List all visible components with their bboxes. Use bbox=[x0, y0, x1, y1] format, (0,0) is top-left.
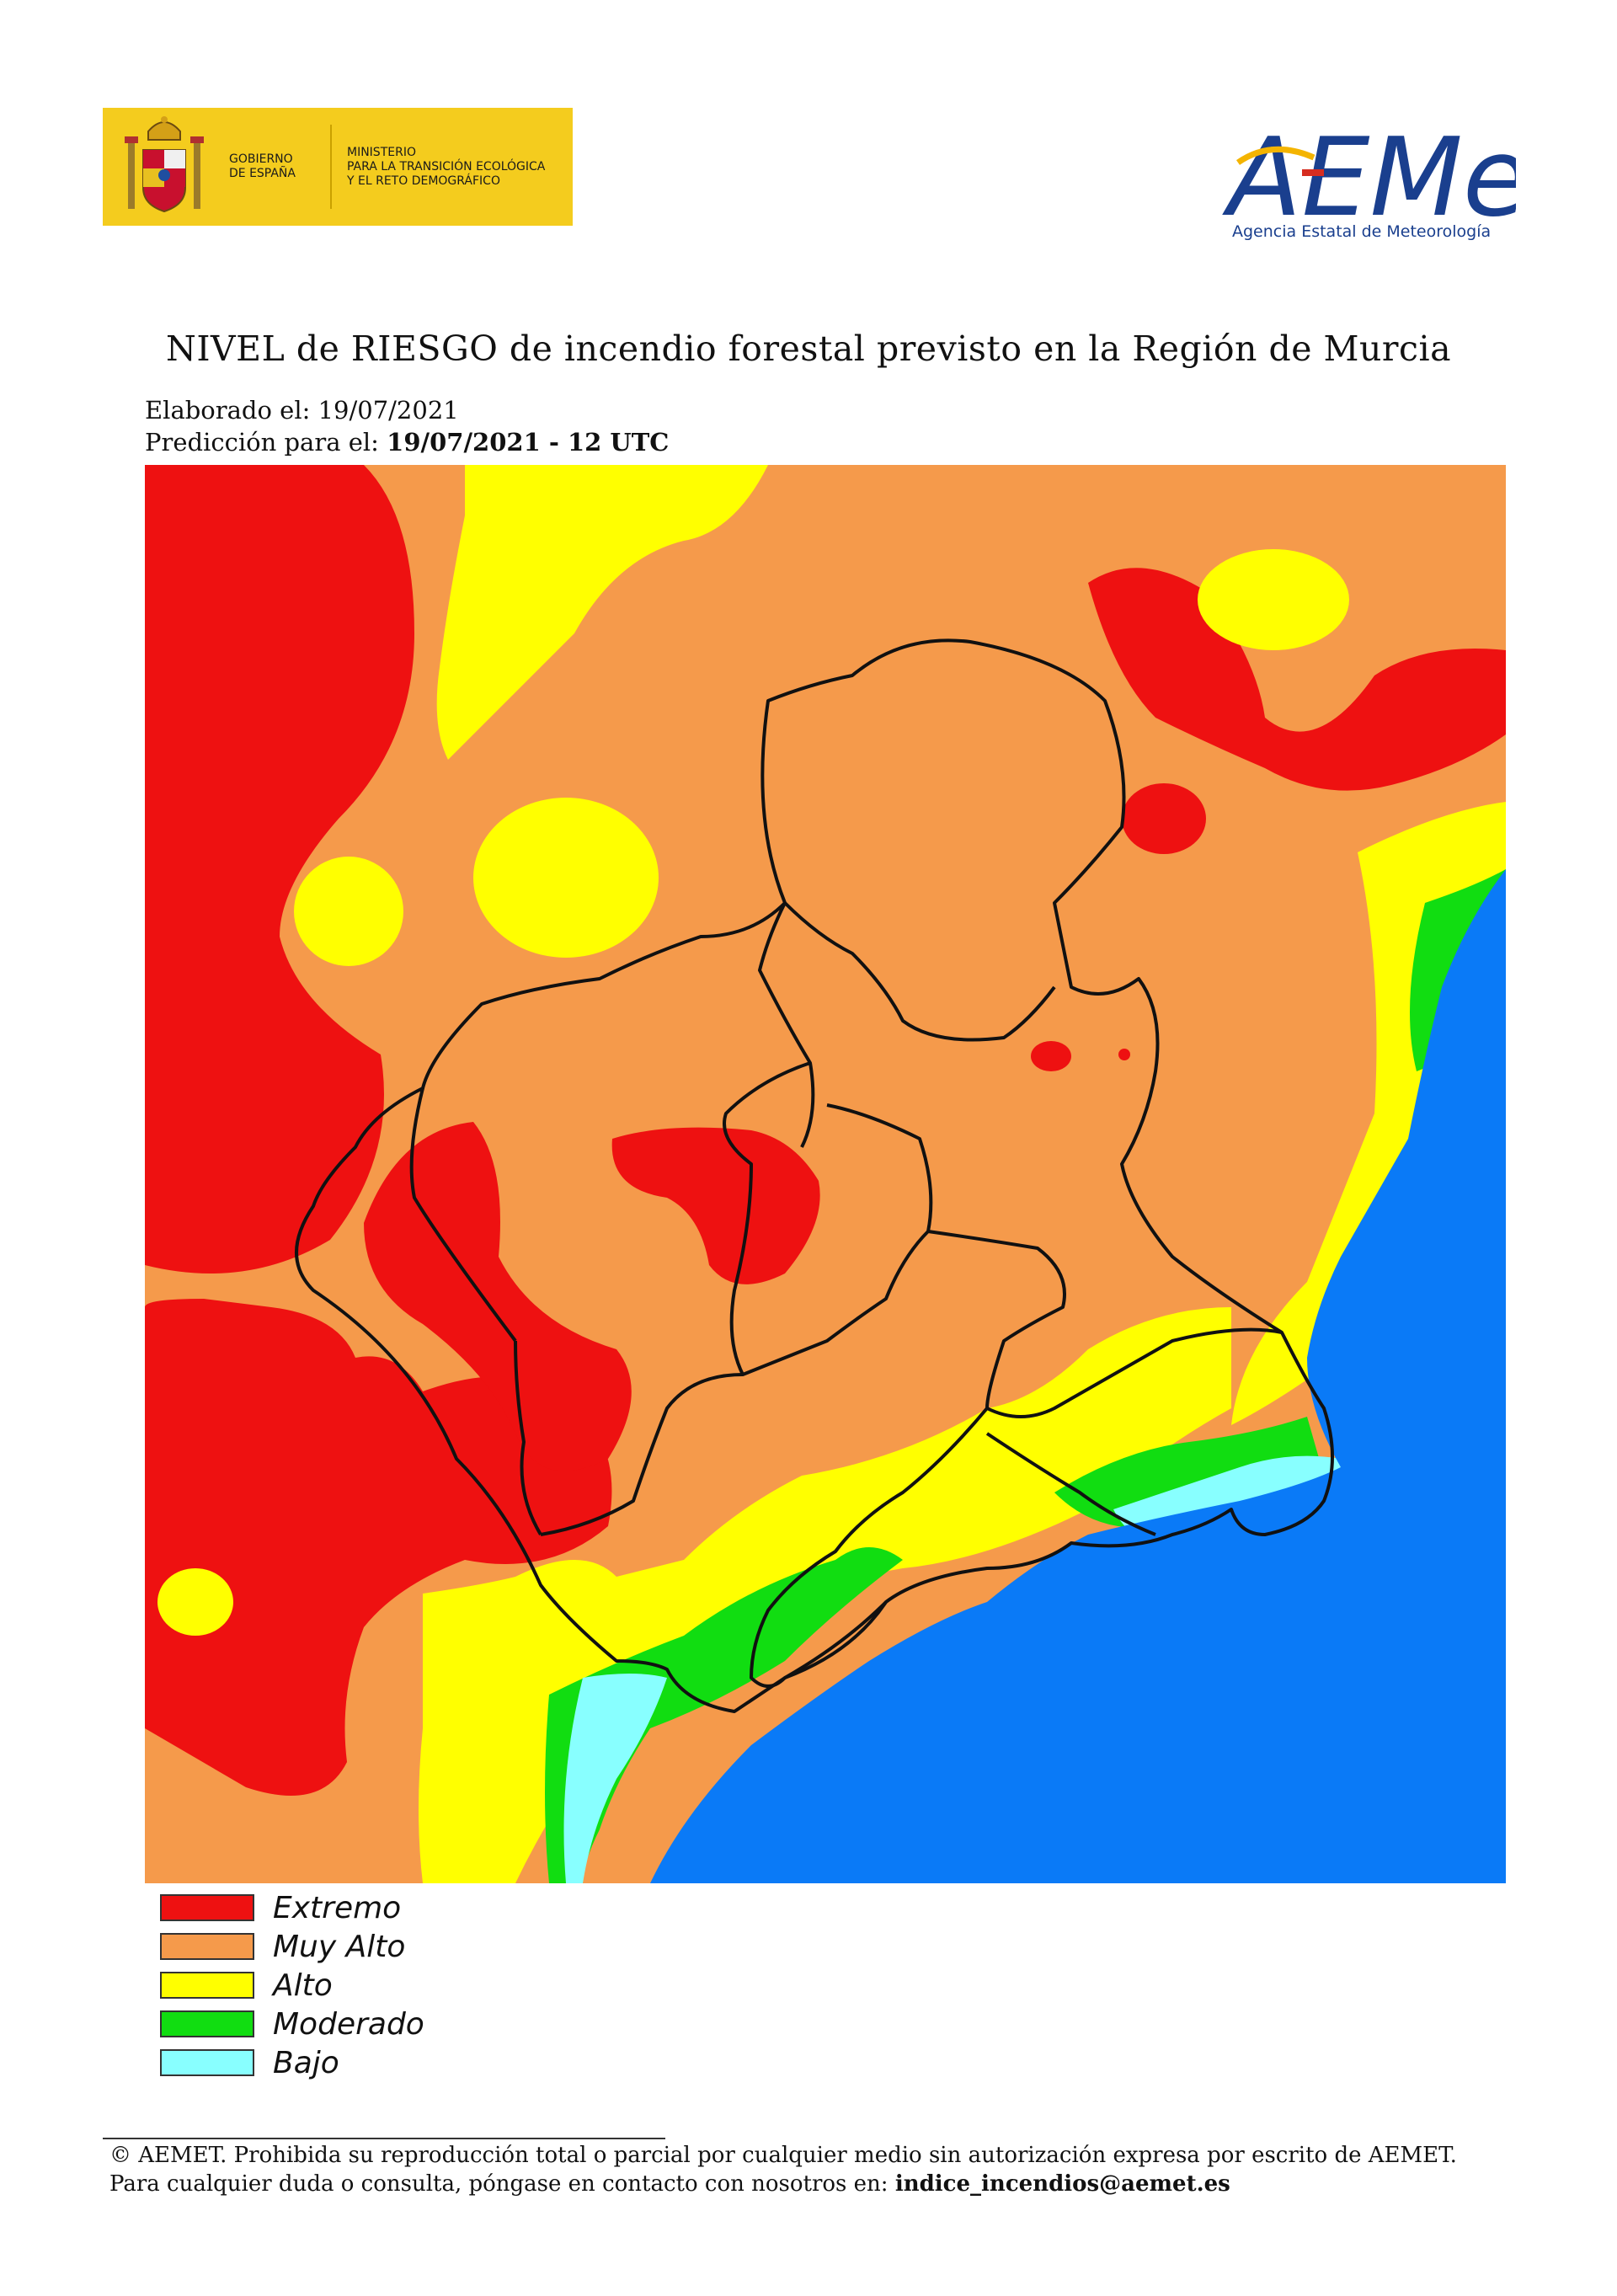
legend-swatch bbox=[160, 2010, 254, 2037]
legend: Extremo Muy Alto Alto Moderado Bajo bbox=[160, 1888, 424, 2082]
risk-moderado-south bbox=[545, 1547, 903, 1883]
risk-extremo-east-dot bbox=[1031, 1041, 1071, 1071]
risk-extremo-northeast bbox=[1088, 568, 1506, 791]
legend-swatch bbox=[160, 1972, 254, 1999]
risk-alto-north-center bbox=[473, 798, 659, 958]
comarca-boundary-center-north bbox=[758, 902, 815, 1148]
prediction-line: Predicción para el: 19/07/2021 - 12 UTC bbox=[145, 428, 669, 457]
legend-item: Bajo bbox=[160, 2043, 424, 2082]
comarca-boundary-north bbox=[783, 901, 1056, 1042]
coat-of-arms-icon bbox=[125, 116, 204, 213]
risk-alto-northeast bbox=[1198, 549, 1349, 650]
elaborated-line: Elaborado el: 19/07/2021 bbox=[145, 396, 459, 424]
risk-alto-southwest-spot bbox=[157, 1568, 233, 1636]
legend-label: Muy Alto bbox=[273, 1929, 406, 1964]
risk-extremo-southwest bbox=[145, 1299, 612, 1796]
comarca-boundary-center-east bbox=[927, 1230, 1283, 1418]
risk-extremo-central bbox=[611, 1127, 820, 1284]
contact-line: Para cualquier duda o consulta, póngase … bbox=[109, 2171, 1230, 2197]
legend-item: Alto bbox=[160, 1966, 424, 2005]
aemet-logo: AEMet bbox=[1222, 115, 1516, 241]
agency-name: Agencia Estatal de Meteorología bbox=[1232, 222, 1492, 241]
risk-extremo-east-dot-small bbox=[1118, 1049, 1130, 1060]
region-outer-boundary bbox=[295, 638, 1334, 1713]
prediction-date: 19/07/2021 - 12 UTC bbox=[387, 428, 670, 457]
sea bbox=[650, 869, 1506, 1883]
legend-item: Muy Alto bbox=[160, 1927, 424, 1966]
legend-label: Moderado bbox=[273, 2006, 424, 2042]
government-of-spain-logo: GOBIERNO DE ESPAÑA MINISTERIO PARA LA TR… bbox=[103, 108, 573, 226]
ministry-text: MINISTERIO PARA LA TRANSICIÓN ECOLÓGICA … bbox=[347, 145, 546, 188]
legend-swatch bbox=[160, 1894, 254, 1921]
comarca-boundary-southwest bbox=[514, 1340, 542, 1536]
fire-risk-map bbox=[145, 465, 1506, 1883]
risk-alto-south bbox=[419, 1307, 1231, 1883]
elaborated-date: 19/07/2021 bbox=[318, 396, 459, 424]
risk-alto-north bbox=[436, 465, 768, 760]
contact-email[interactable]: indice_incendios@aemet.es bbox=[894, 2171, 1230, 2197]
aemet-logo-text: AEMet bbox=[1222, 115, 1516, 241]
legend-swatch bbox=[160, 2049, 254, 2076]
risk-extremo-west bbox=[145, 465, 414, 1273]
comarca-boundary-west-inner bbox=[409, 1087, 517, 1343]
comarca-boundaries bbox=[295, 638, 1334, 1713]
copyright-notice: © AEMET. Prohibida su reproducción total… bbox=[109, 2143, 1457, 2168]
legend-label: Bajo bbox=[273, 2045, 339, 2080]
comarca-boundary-coast-east bbox=[985, 1432, 1156, 1536]
risk-extremo-central-west bbox=[364, 1122, 632, 1471]
contact-label: Para cualquier duda o consulta, póngase … bbox=[109, 2171, 889, 2197]
risk-extremo-east-spot bbox=[1122, 783, 1206, 854]
elaborated-label: Elaborado el: bbox=[145, 396, 311, 424]
risk-alto-west-spot bbox=[294, 857, 403, 966]
comarca-boundary-southeast bbox=[750, 1407, 989, 1688]
risk-moderado-southeast bbox=[1054, 1417, 1324, 1528]
legend-swatch bbox=[160, 1933, 254, 1960]
comarca-boundary-south bbox=[540, 1373, 744, 1536]
footer-divider bbox=[103, 2138, 665, 2139]
prediction-label: Predicción para el: bbox=[145, 428, 379, 457]
legend-item: Extremo bbox=[160, 1888, 424, 1927]
page-title: NIVEL de RIESGO de incendio forestal pre… bbox=[165, 328, 1452, 369]
comarca-boundary-center bbox=[723, 1061, 933, 1376]
legend-label: Alto bbox=[273, 1968, 333, 2003]
risk-bajo-south bbox=[563, 1674, 667, 1883]
legend-label: Extremo bbox=[273, 1890, 402, 1925]
government-text: GOBIERNO DE ESPAÑA bbox=[229, 152, 296, 180]
logo-divider bbox=[330, 125, 332, 209]
legend-item: Moderado bbox=[160, 2005, 424, 2043]
